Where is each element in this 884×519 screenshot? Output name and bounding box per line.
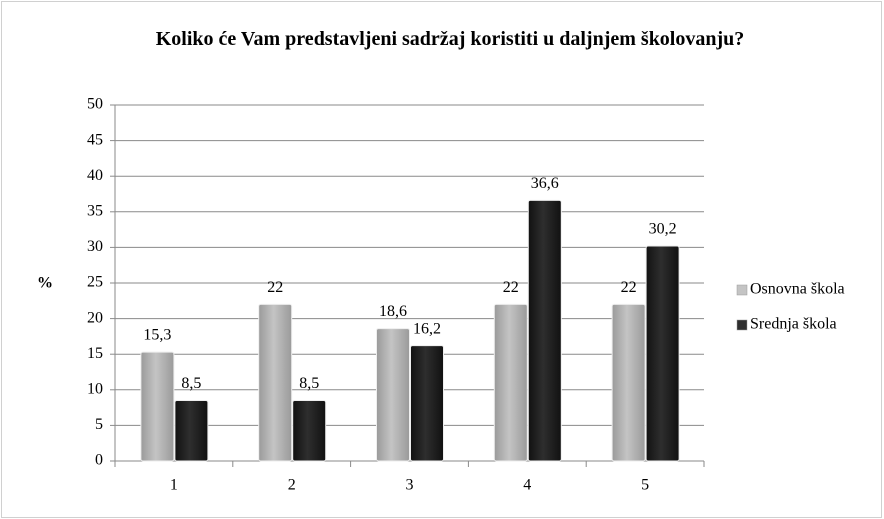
data-label: 8,5: [181, 375, 201, 392]
y-tick-label: 40: [87, 167, 103, 184]
y-axis-label: %: [37, 275, 53, 292]
x-tick-label: 1: [170, 477, 178, 494]
y-tick-label: 10: [87, 380, 103, 397]
bar: [527, 199, 562, 462]
data-label: 18,6: [379, 303, 407, 320]
y-tick-label: 35: [87, 202, 103, 219]
bar: [645, 245, 680, 462]
x-tick-label: 3: [406, 477, 414, 494]
legend-label: Srednja škola: [750, 316, 837, 333]
chart-title: Koliko će Vam predstavljeni sadržaj kori…: [155, 28, 745, 50]
y-tick-label: 0: [95, 452, 103, 469]
y-tick-label: 45: [87, 131, 103, 148]
x-tick-label: 4: [523, 477, 531, 494]
data-label: 15,3: [143, 327, 171, 344]
data-label: 22: [503, 279, 519, 296]
bar: [258, 303, 293, 462]
x-tick-label: 5: [641, 477, 649, 494]
bar: [611, 303, 646, 462]
bar: [410, 345, 444, 462]
bar: [493, 303, 528, 462]
y-tick-label: 30: [87, 238, 103, 255]
y-tick-label: 20: [87, 309, 103, 326]
bar: [292, 399, 327, 462]
bar: [140, 351, 175, 462]
y-tick-label: 25: [87, 274, 103, 291]
data-label: 16,2: [413, 320, 441, 337]
data-label: 22: [267, 279, 283, 296]
data-label: 22: [621, 279, 637, 296]
bar: [174, 399, 209, 462]
data-label: 30,2: [649, 221, 677, 238]
x-tick-label: 2: [288, 477, 296, 494]
legend-label: Osnovna škola: [750, 281, 845, 298]
y-tick-label: 50: [87, 96, 103, 113]
y-tick-label: 15: [87, 345, 103, 362]
bar: [376, 328, 410, 462]
data-label: 36,6: [531, 175, 559, 192]
data-label: 8,5: [299, 375, 319, 392]
legend-swatch: [736, 284, 748, 296]
legend-swatch: [736, 319, 748, 331]
y-tick-label: 5: [95, 416, 103, 433]
